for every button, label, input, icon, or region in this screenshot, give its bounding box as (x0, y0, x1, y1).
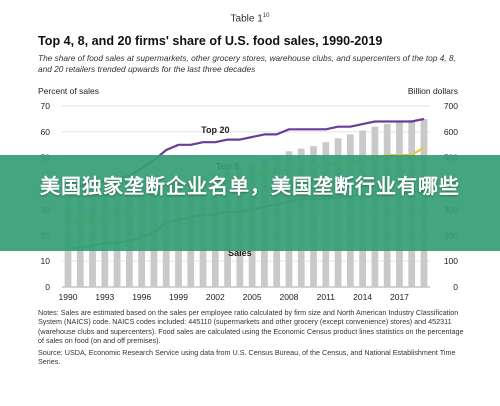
banner-text: 美国独家垄断企业名单，美国垄断行业有哪些 (40, 174, 460, 198)
x-tick-label: 2002 (206, 292, 225, 302)
x-tick-label: 1993 (95, 292, 114, 302)
chart-svg: 0102030405060700100200300400500600700Top… (41, 101, 459, 302)
y-tick-label-left: 60 (41, 127, 51, 137)
x-tick-label: 2011 (317, 292, 336, 302)
x-tick-label: 1990 (59, 292, 78, 302)
chart-title: Top 4, 8, and 20 firms' share of U.S. fo… (38, 34, 383, 48)
y-tick-label-right: 600 (444, 127, 458, 137)
y-tick-label-left: 10 (41, 256, 51, 266)
series-label: Sales (228, 248, 252, 258)
y-axis-label-left: Percent of sales (38, 86, 99, 96)
table-superscript: 10 (262, 13, 270, 19)
y-tick-label-left: 70 (41, 101, 51, 111)
y-axis-label-right: Billion dollars (407, 86, 458, 96)
y-tick-label-left: 0 (45, 282, 50, 292)
x-tick-label: 2008 (280, 292, 299, 302)
x-tick-label: 1999 (169, 292, 188, 302)
chart-notes: Notes: Sales are estimated based on the … (38, 308, 468, 368)
x-tick-label: 2005 (243, 292, 262, 302)
table-number: Table 110 (230, 13, 270, 25)
x-tick-label: 2017 (390, 292, 409, 302)
overlay-banner (0, 155, 500, 251)
chart-subtitle: The share of food sales at supermarkets,… (38, 53, 456, 74)
y-tick-label-right: 700 (444, 101, 458, 111)
notes-text: Notes: Sales are estimated based on the … (38, 308, 464, 346)
x-tick-label: 2014 (353, 292, 372, 302)
y-tick-label-right: 0 (453, 282, 458, 292)
y-tick-label-right: 100 (444, 256, 458, 266)
source-text: Source: USDA, Economic Research Service … (38, 347, 456, 367)
series-label: Top 20 (201, 125, 229, 135)
x-tick-label: 1996 (132, 292, 151, 302)
